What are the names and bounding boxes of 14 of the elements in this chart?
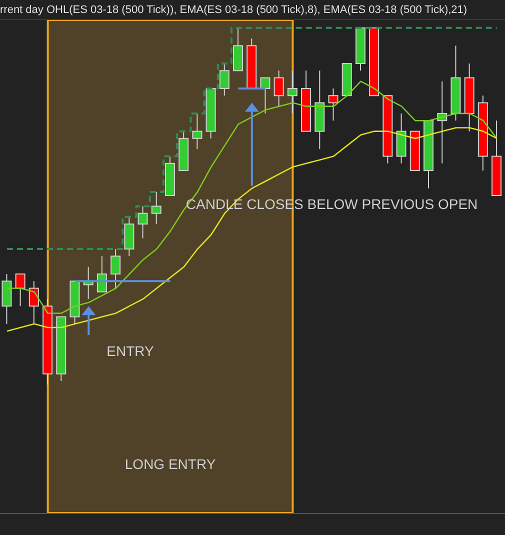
chart-title: rrent day OHL(ES 03-18 (500 Tick)), EMA(ES 03-18 (500 Tick),8), EMA(ES 03-18 (500 Tick),21) [0,0,505,20]
candlestick [274,70,284,107]
candlestick [287,70,298,114]
annotation: ENTRY [106,343,155,360]
candlestick [96,256,107,292]
text: LONG ENTRY [124,456,216,472]
candlestick [260,77,270,114]
candlestick [151,191,162,225]
candlestick [138,206,148,239]
candlestick [192,112,202,150]
candlestick [328,88,338,122]
candlestick [15,273,26,307]
candlestick [110,248,121,289]
candlestick [219,63,230,96]
